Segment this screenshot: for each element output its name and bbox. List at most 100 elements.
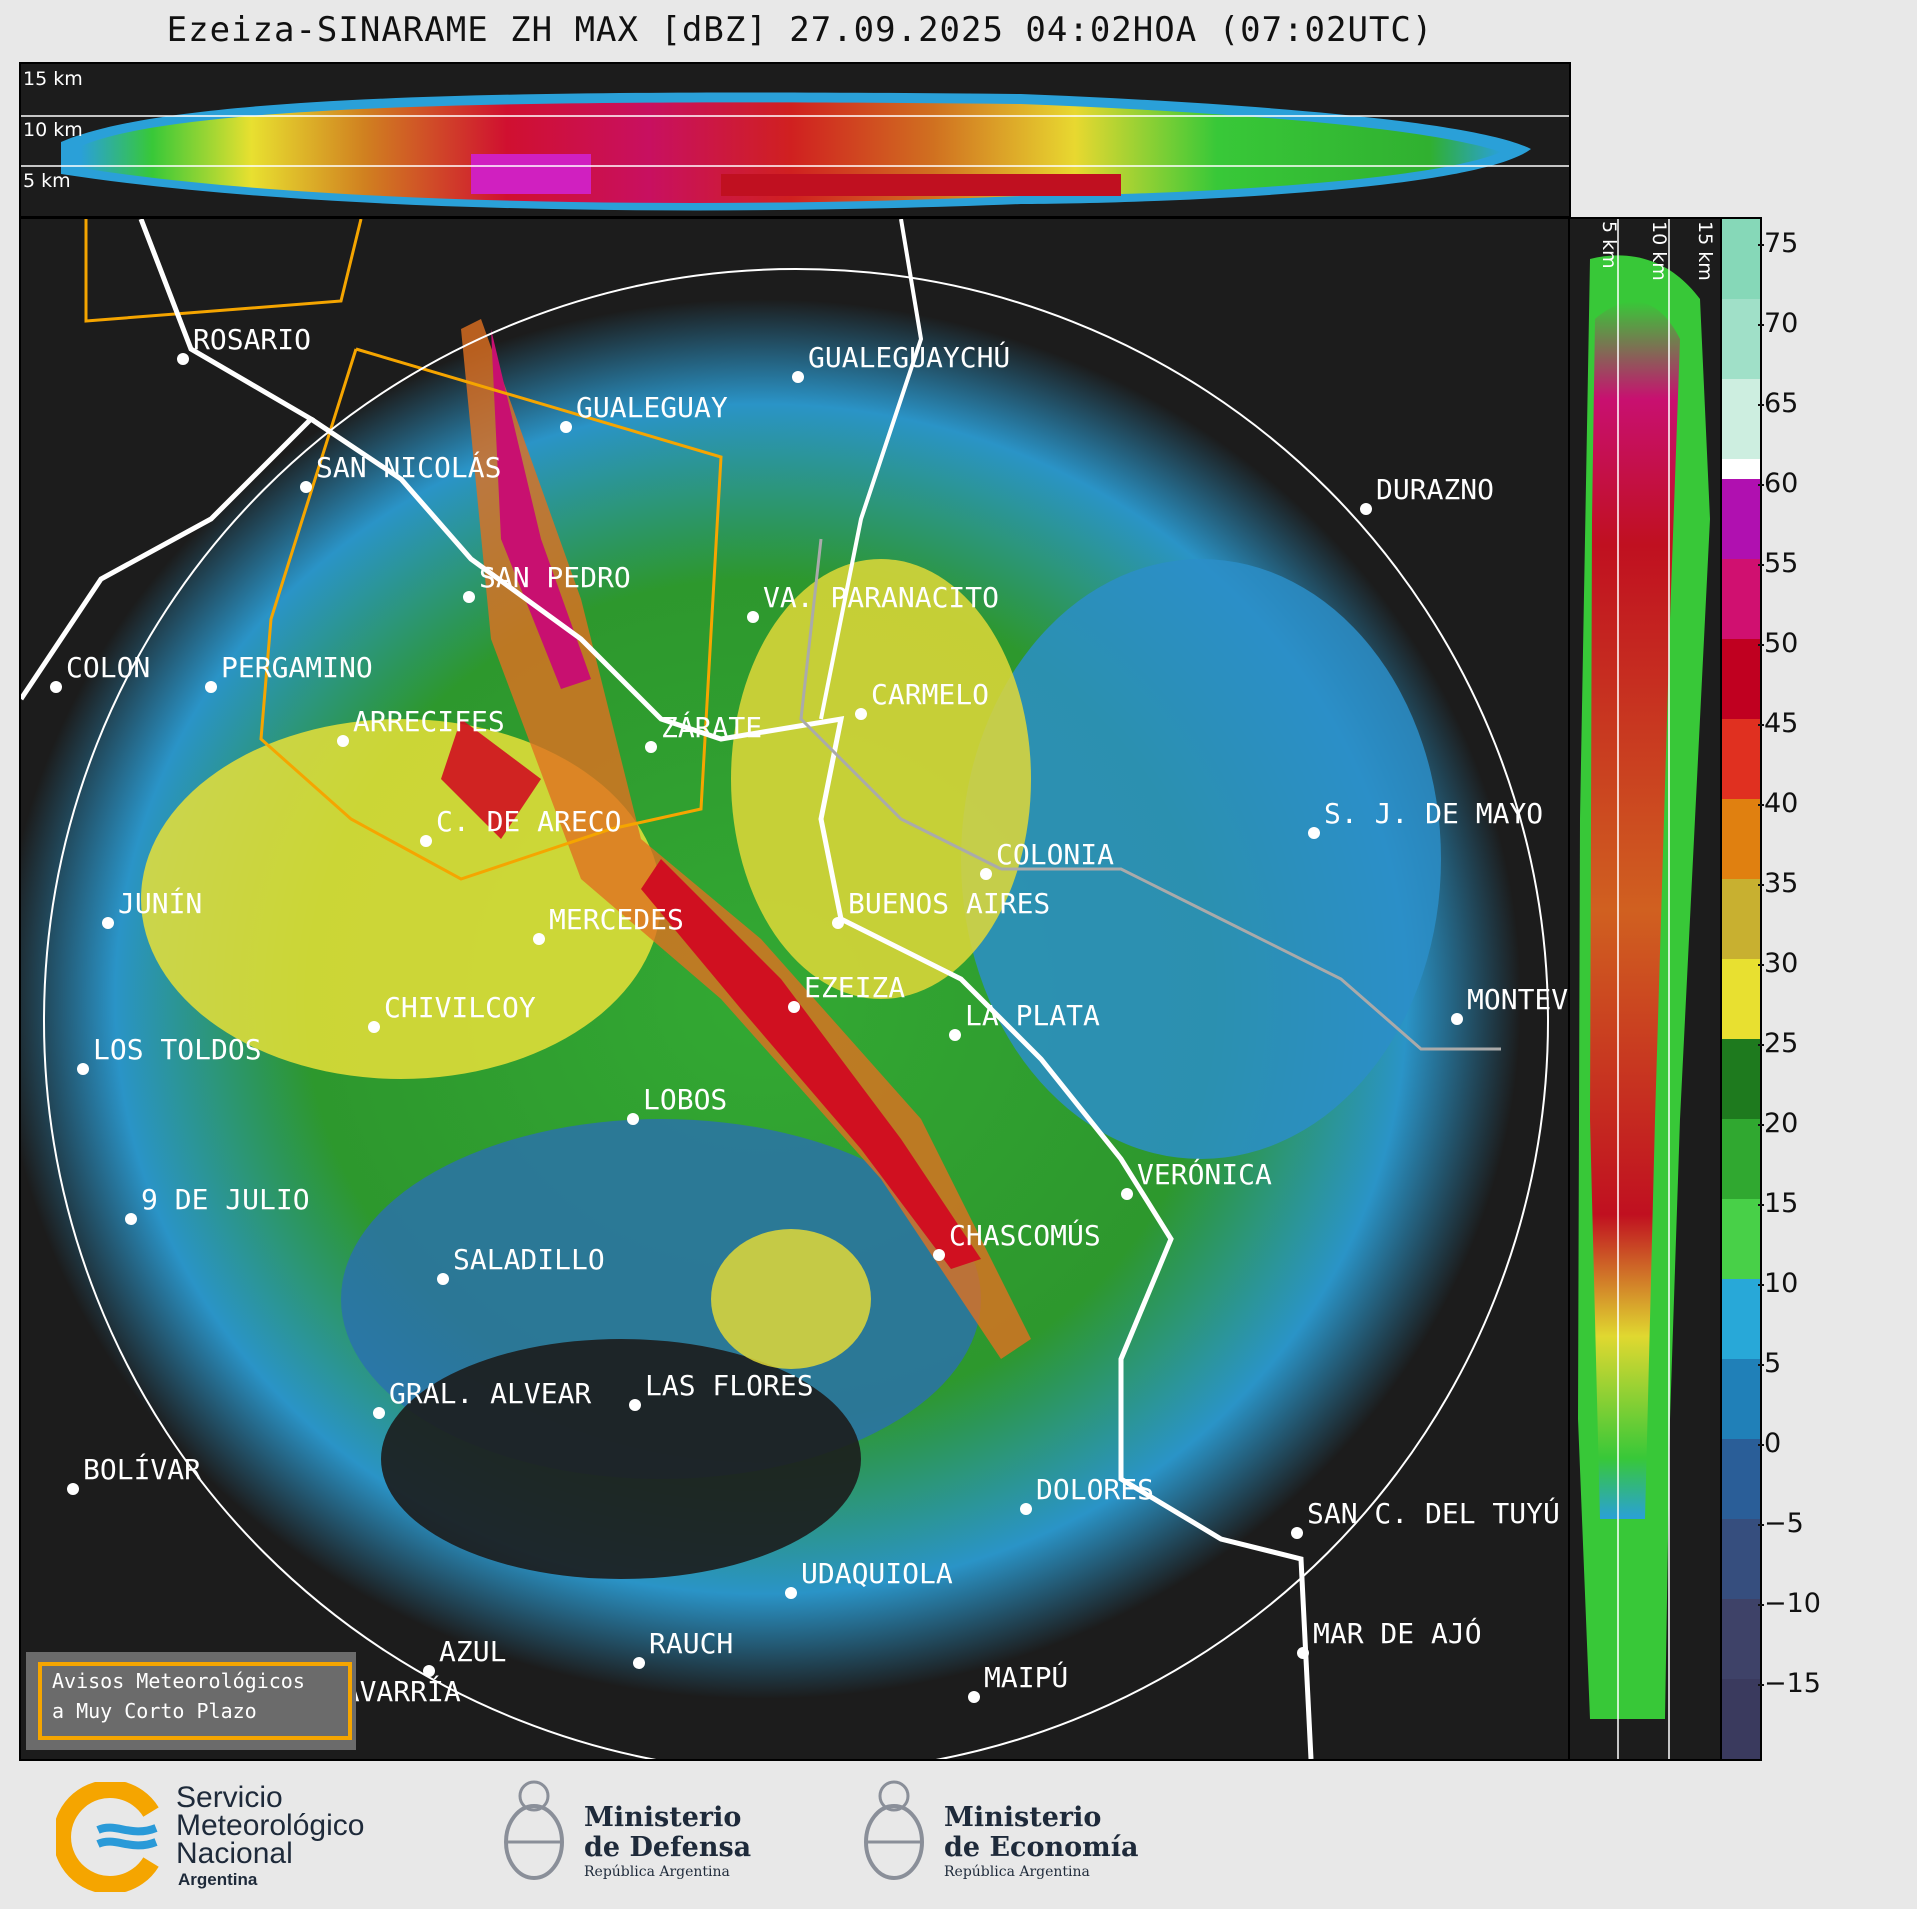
colorbar-tick-65: 65 — [1764, 388, 1799, 419]
side-height-label-15km: 15 km — [1694, 221, 1716, 281]
side-height-label-10km: 10 km — [1648, 221, 1670, 281]
colorbar-tickmark — [1758, 404, 1764, 406]
colorbar-tickmark — [1758, 484, 1764, 486]
city-label-mercedes: MERCEDES — [549, 903, 684, 936]
smn-logo: Servicio Meteorológico Nacional Argentin… — [53, 1780, 386, 1894]
colorbar-tick-minus-5: −5 — [1764, 1508, 1804, 1539]
city-label-maipu: MAIPÚ — [984, 1660, 1068, 1694]
colorbar-tick-25: 25 — [1764, 1028, 1799, 1059]
colorbar-tick-40: 40 — [1764, 788, 1799, 819]
smn-logo-line4: Argentina — [178, 1870, 258, 1889]
colorbar-tick-minus-10: −10 — [1764, 1588, 1821, 1619]
colorbar-tickmark — [1758, 1684, 1764, 1686]
smn-logo-line2: Meteorológico — [176, 1809, 365, 1842]
city-label-san-c-del-tuyu: SAN C. DEL TUYÚ — [1307, 1496, 1560, 1530]
colorbar-tick-20: 20 — [1764, 1108, 1799, 1139]
city-label-san-nicolas: SAN NICOLÁS — [316, 450, 501, 484]
side-cross-section-graphic — [1578, 219, 1710, 1759]
defensa-logo-line3: República Argentina — [584, 1864, 730, 1880]
colorbar-tickmark — [1758, 1604, 1764, 1606]
economia-logo: Ministerio de Economía República Argenti… — [854, 1774, 1154, 1899]
city-label-9-de-julio: 9 DE JULIO — [141, 1183, 310, 1216]
colorbar-tickmark — [1758, 324, 1764, 326]
defensa-logo-line2: de Defensa — [584, 1832, 752, 1863]
economia-logo-line3: República Argentina — [944, 1864, 1090, 1880]
city-label-bolivar: BOLÍVAR — [83, 1452, 201, 1486]
colorbar-tickmark — [1758, 1204, 1764, 1206]
height-label-5km: 5 km — [23, 170, 71, 192]
city-label-lobos: LOBOS — [643, 1083, 727, 1116]
city-label-rosario: ROSARIO — [193, 323, 311, 356]
city-label-dolores: DOLORES — [1036, 1473, 1154, 1506]
city-label-los-toldos: LOS TOLDOS — [93, 1033, 262, 1066]
argentina-coat-of-arms-icon — [864, 1780, 924, 1880]
colorbar-tick-10: 10 — [1764, 1268, 1799, 1299]
height-label-10km: 10 km — [23, 119, 83, 141]
colorbar-tick-55: 55 — [1764, 548, 1799, 579]
city-label-durazno: DURAZNO — [1376, 473, 1494, 506]
city-label-montevideo: MONTEVIDEO — [1467, 983, 1569, 1016]
city-label-la-plata: LA PLATA — [965, 999, 1100, 1032]
defensa-logo-line1: Ministerio — [584, 1802, 742, 1833]
city-label-pergamino: PERGAMINO — [221, 651, 373, 684]
colorbar-tick-70: 70 — [1764, 308, 1799, 339]
city-label-sj-de-mayo: S. J. DE MAYO — [1324, 797, 1543, 830]
radar-map: ROSARIO GUALEGUAYCHÚ GUALEGUAY SAN NICOL… — [19, 217, 1571, 1761]
city-label-c-de-areco: C. DE ARECO — [436, 805, 621, 838]
colorbar-tick-50: 50 — [1764, 628, 1799, 659]
dbz-colorbar-graphic — [1722, 219, 1760, 1759]
smn-logo-line3: Nacional — [176, 1837, 293, 1870]
colorbar-tickmark — [1758, 1044, 1764, 1046]
city-label-gral-alvear: GRAL. ALVEAR — [389, 1377, 591, 1410]
warning-legend-line1: Avisos Meteorológicos — [52, 1669, 305, 1693]
city-label-junin: JUNÍN — [118, 886, 202, 920]
colorbar-tick-minus-15: −15 — [1764, 1668, 1821, 1699]
smn-logo-icon — [53, 1780, 159, 1894]
city-label-mar-de-ajo: MAR DE AJÓ — [1313, 1616, 1482, 1650]
colorbar-tickmark — [1758, 564, 1764, 566]
top-cross-section: 15 km 10 km 5 km — [19, 62, 1571, 218]
warning-legend-line2: a Muy Corto Plazo — [52, 1699, 257, 1723]
city-label-zarate: ZÁRATE — [661, 710, 762, 744]
city-label-udaquiola: UDAQUIOLA — [801, 1557, 953, 1590]
city-label-carmelo: CARMELO — [871, 678, 989, 711]
colorbar-tickmark — [1758, 644, 1764, 646]
colorbar-tick-5: 5 — [1764, 1348, 1782, 1379]
city-label-buenos-aires: BUENOS AIRES — [848, 887, 1050, 920]
colorbar-tickmark — [1758, 884, 1764, 886]
radar-map-graphic: ROSARIO GUALEGUAYCHÚ GUALEGUAY SAN NICOL… — [21, 219, 1569, 1759]
colorbar-tick-35: 35 — [1764, 868, 1799, 899]
colorbar-tick-45: 45 — [1764, 708, 1799, 739]
colorbar-tick-75: 75 — [1764, 228, 1799, 259]
city-label-chivilcoy: CHIVILCOY — [384, 991, 536, 1024]
smn-logo-line1: Servicio — [176, 1781, 283, 1814]
city-label-colon: COLON — [66, 651, 150, 684]
city-label-ezeiza: EZEIZA — [804, 971, 905, 1004]
city-label-chascomus: CHASCOMÚS — [949, 1218, 1101, 1252]
colorbar-tick-15: 15 — [1764, 1188, 1799, 1219]
defensa-logo: Ministerio de Defensa República Argentin… — [494, 1774, 754, 1899]
page-title: Ezeiza-SINARAME ZH MAX [dBZ] 27.09.2025 … — [166, 10, 1434, 50]
economia-logo-line1: Ministerio — [944, 1802, 1102, 1833]
city-label-veronica: VERÓNICA — [1137, 1157, 1272, 1191]
colorbar-tickmark — [1758, 1124, 1764, 1126]
warning-legend: Avisos Meteorológicos a Muy Corto Plazo — [26, 1652, 356, 1750]
argentina-coat-of-arms-icon — [504, 1780, 564, 1880]
colorbar-tick-60: 60 — [1764, 468, 1799, 499]
city-label-azul: AZUL — [439, 1635, 506, 1668]
colorbar-tickmark — [1758, 1524, 1764, 1526]
top-cross-section-graphic — [21, 92, 1569, 211]
colorbar-tickmark — [1758, 1444, 1764, 1446]
city-label-arrecifes: ARRECIFES — [353, 705, 505, 738]
colorbar-tick-0: 0 — [1764, 1428, 1782, 1459]
city-label-san-pedro: SAN PEDRO — [479, 561, 631, 594]
colorbar-tickmark — [1758, 1364, 1764, 1366]
colorbar-tickmark — [1758, 964, 1764, 966]
city-label-gualeguay: GUALEGUAY — [576, 391, 728, 424]
city-label-rauch: RAUCH — [649, 1627, 733, 1660]
economia-logo-line2: de Economía — [944, 1832, 1139, 1863]
colorbar-tickmark — [1758, 1284, 1764, 1286]
city-label-saladillo: SALADILLO — [453, 1243, 605, 1276]
city-label-paranacito: VA. PARANACITO — [763, 581, 999, 614]
dbz-colorbar — [1720, 217, 1762, 1761]
